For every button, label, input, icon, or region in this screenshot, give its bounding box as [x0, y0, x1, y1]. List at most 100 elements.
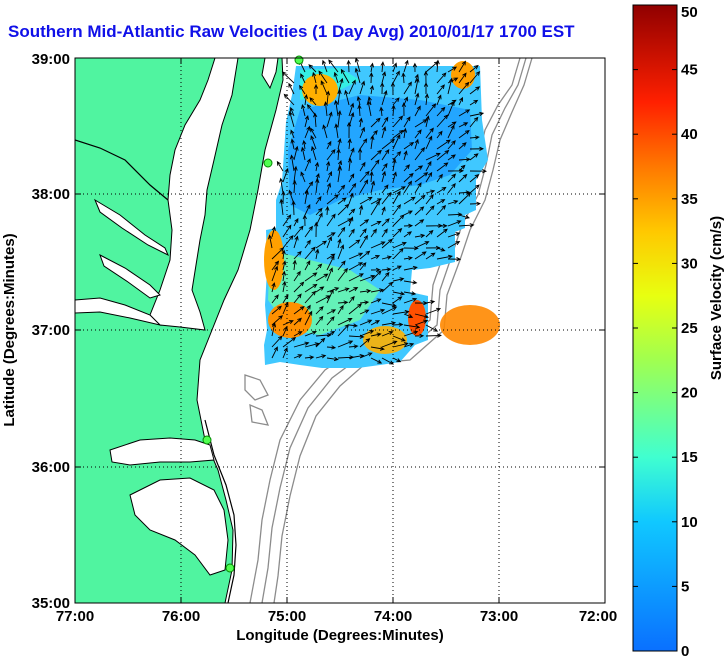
velocity-arrow [369, 62, 375, 73]
velocity-arrow [447, 66, 458, 73]
velocity-arrow [357, 147, 363, 161]
velocity-arrow [271, 294, 279, 304]
velocity-arrow [381, 206, 386, 216]
velocity-arrow [379, 106, 384, 117]
velocity-arrow [359, 196, 373, 205]
velocity-arrow [271, 322, 277, 337]
velocity-arrow [369, 84, 375, 95]
velocity-arrow [340, 68, 350, 84]
velocity-arrow [370, 180, 376, 194]
velocity-arrow [271, 346, 278, 359]
velocity-arrow [293, 145, 299, 161]
velocity-arrow [326, 288, 334, 304]
velocity-arrow [347, 138, 352, 150]
velocity-arrow [282, 224, 292, 238]
velocity-arrow [381, 184, 389, 194]
velocity-arrow [370, 220, 382, 227]
velocity-arrow [293, 341, 310, 348]
velocity-arrow [308, 64, 317, 73]
velocity-arrow [403, 330, 419, 337]
velocity-arrow [300, 73, 306, 84]
velocity-arrow [292, 179, 297, 194]
velocity-arrow [458, 122, 469, 128]
velocity-arrow [381, 162, 388, 172]
x-tick-label: 73:00 [480, 608, 518, 625]
velocity-arrow [337, 340, 354, 348]
velocity-arrow [315, 337, 326, 348]
colorbar-tick-label: 25 [681, 320, 698, 337]
velocity-arrow [359, 204, 364, 216]
velocity-arrow [304, 225, 313, 238]
x-tick-label: 77:00 [56, 608, 94, 625]
velocity-arrow [370, 346, 385, 351]
velocity-arrow [392, 241, 407, 249]
velocity-arrow [392, 309, 410, 315]
velocity-arrow [318, 70, 328, 84]
velocity-arrow [392, 134, 401, 150]
velocity-arrow [293, 235, 299, 249]
velocity-arrow [344, 89, 350, 106]
velocity-arrow [326, 194, 339, 205]
velocity-arrow [315, 306, 324, 315]
velocity-arrow [326, 235, 333, 249]
velocity-arrow [425, 205, 435, 216]
velocity-arrow [304, 342, 320, 348]
velocity-arrow [304, 158, 311, 172]
velocity-arrow [282, 301, 289, 315]
velocity-arrow [436, 139, 451, 150]
velocity-arrow [380, 82, 385, 95]
velocity-arrow [414, 313, 430, 319]
velocity-arrow [403, 180, 413, 194]
velocity-arrow [315, 354, 327, 359]
velocity-arrow [414, 251, 427, 260]
velocity-arrow [369, 171, 374, 183]
velocity-arrow [370, 200, 380, 216]
velocity-arrow [447, 77, 459, 84]
velocity-arrow [469, 116, 479, 128]
velocity-arrow [315, 295, 331, 304]
velocity-arrow [315, 315, 324, 326]
velocity-arrow [414, 147, 426, 161]
velocity-arrow [414, 138, 419, 150]
y-tick-label: 36:00 [32, 459, 70, 476]
velocity-arrow [447, 232, 461, 238]
velocity-arrow [414, 194, 426, 205]
velocity-arrow [359, 338, 371, 348]
velocity-arrow [312, 71, 317, 84]
velocity-arrow [414, 119, 428, 128]
x-tick-label: 72:00 [579, 608, 617, 625]
velocity-arrows [268, 58, 487, 365]
velocity-arrow [348, 303, 363, 315]
velocity-arrow [336, 148, 341, 161]
velocity-arrow [469, 64, 479, 73]
velocity-arrow [436, 149, 450, 161]
tick-marks [75, 58, 605, 603]
velocity-arrow [447, 77, 454, 95]
velocity-arrow [282, 336, 297, 348]
velocity-arrow [392, 291, 406, 296]
station-marker [294, 55, 304, 65]
velocity-arrow [381, 191, 392, 205]
velocity-arrow [315, 286, 325, 293]
velocity-arrow [291, 200, 296, 216]
velocity-arrow [414, 105, 421, 117]
velocity-arrow [271, 282, 276, 293]
velocity-arrow [403, 231, 412, 238]
x-tick-label: 75:00 [268, 608, 306, 625]
velocity-arrow [346, 121, 352, 139]
velocity-arrow [458, 157, 471, 162]
velocity-arrow [447, 183, 456, 194]
velocity-arrow [403, 172, 414, 183]
velocity-arrow [268, 234, 273, 249]
velocity-arrow [337, 260, 346, 271]
y-tick-label: 39:00 [32, 51, 70, 68]
velocity-arrow [403, 116, 411, 128]
velocity-arrow [414, 92, 420, 106]
velocity-arrow [337, 203, 350, 216]
velocity-arrow [337, 165, 342, 183]
velocity-arrow [425, 299, 436, 305]
chesapeake-bay [149, 58, 239, 331]
x-tick-label: 76:00 [162, 608, 200, 625]
velocity-arrow [325, 205, 330, 216]
velocity-arrow [392, 129, 404, 139]
